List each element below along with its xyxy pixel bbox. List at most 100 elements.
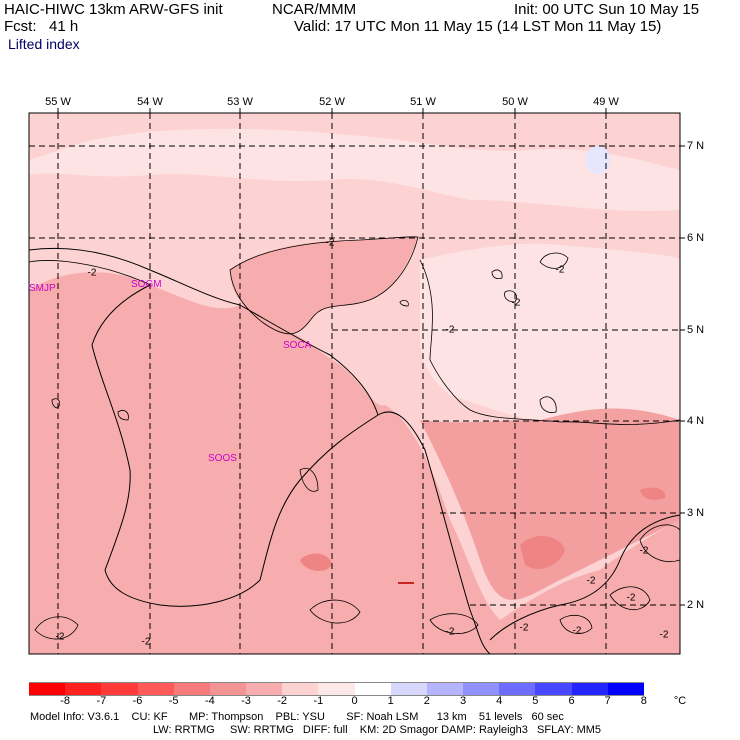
- lat-label-4n: 4 N: [687, 415, 705, 427]
- legend-label: 3: [459, 695, 467, 707]
- eastern-land: [420, 408, 680, 600]
- legend-label: 1: [387, 695, 394, 707]
- lon-label-50w: 50 W: [502, 96, 528, 108]
- legend-swatch: [354, 682, 392, 696]
- legend-label: 2: [423, 695, 430, 707]
- contour-nw-inland: [229, 236, 419, 335]
- legend-label: -2: [277, 695, 288, 707]
- legend-swatch: [390, 682, 428, 696]
- legend-label: -6: [132, 695, 143, 707]
- contour-label: -2: [519, 622, 529, 634]
- contour-label: -2: [626, 592, 636, 604]
- legend-label: 0: [351, 695, 358, 707]
- lat-label-7n: 7 N: [687, 140, 705, 152]
- org-label: NCAR/MMM: [272, 1, 357, 18]
- dark-patch-2: [300, 553, 332, 572]
- contour-label: -2: [55, 631, 65, 643]
- eastern-light-area: [420, 243, 680, 425]
- legend-swatch: [426, 682, 464, 696]
- contour-ring-11: [639, 524, 680, 562]
- legend-label: 4: [496, 695, 503, 707]
- contour-ring-9: [34, 616, 79, 640]
- tick-marks: [57, 108, 685, 606]
- legend-swatch: [463, 682, 500, 696]
- legend-swatch: [173, 682, 211, 696]
- dark-patch-1: [520, 535, 565, 570]
- contour-ring-3: [504, 290, 517, 303]
- contour-label: -2: [555, 264, 565, 276]
- contour-lines: [29, 236, 680, 640]
- legend-swatch: [246, 682, 283, 696]
- map-fields: [29, 113, 680, 654]
- legend-label: -8: [60, 695, 71, 707]
- contour-ring-10: [609, 586, 651, 610]
- lat-label-2n: 2 N: [687, 599, 705, 611]
- legend-label: -4: [204, 695, 215, 707]
- field-name: Lifted index: [8, 36, 80, 52]
- contour-ring-4: [399, 299, 409, 307]
- legend-label: 6: [568, 695, 575, 707]
- contour-label: -2: [639, 545, 649, 557]
- legend-swatch: [499, 682, 536, 696]
- legend-swatch: [101, 682, 138, 696]
- lat-label-6n: 6 N: [687, 232, 705, 244]
- legend-swatch: [209, 682, 247, 696]
- forecast-hour: Fcst: 41 h: [4, 18, 79, 35]
- legend-label: 7: [604, 695, 611, 707]
- contour-ring-13: [429, 613, 479, 634]
- lon-label-55w: 55 W: [45, 96, 71, 108]
- contour-label: -2: [445, 626, 455, 638]
- legend-label: 8: [640, 695, 647, 707]
- lon-label-51w: 51 W: [410, 96, 436, 108]
- legend-swatch: [29, 682, 66, 696]
- lon-label-53w: 53 W: [227, 96, 253, 108]
- valid-time: Valid: 17 UTC Mon 11 May 15 (14 LST Mon …: [294, 18, 662, 35]
- legend-swatch: [607, 682, 645, 696]
- lon-label-49w: 49 W: [593, 96, 619, 108]
- contour-east-boundary: [419, 259, 680, 425]
- dark-patch-3: [640, 487, 666, 500]
- legend-label: -3: [241, 695, 251, 707]
- contour-label: -2: [572, 625, 582, 637]
- contour-ring-14: [559, 614, 593, 634]
- legend-swatch: [65, 682, 102, 696]
- contour-ring-6: [117, 410, 129, 421]
- model-info-line2: LW: RRTMG SW: RRTMG DIFF: full KM: 2D Sm…: [153, 724, 602, 736]
- contour-nw-coast: [29, 260, 151, 286]
- legend-label: -1: [313, 695, 324, 707]
- country-borders: [91, 284, 491, 654]
- lat-label-5n: 5 N: [687, 324, 705, 336]
- legend-label: 5: [532, 695, 539, 707]
- legend-swatch: [535, 682, 572, 696]
- station-soca: SOCA: [283, 340, 312, 351]
- contour-ring-1: [539, 252, 569, 269]
- model-info-line1: Model Info: V3.6.1 CU: KF MP: Thompson P…: [30, 711, 564, 723]
- contour-label: -2: [325, 237, 335, 249]
- legend-unit: °C: [673, 695, 687, 707]
- legend-swatch: [137, 682, 175, 696]
- legend-swatch: [318, 682, 355, 696]
- land-area: [29, 272, 680, 654]
- map-frame: [28, 112, 681, 655]
- contour-label: -2: [87, 267, 97, 279]
- contour-label: -2: [586, 575, 596, 587]
- legend-label: -7: [96, 695, 107, 707]
- legend-swatch: [571, 682, 609, 696]
- station-smjp: SMJP: [29, 283, 56, 294]
- blue-spot: [586, 146, 610, 174]
- contour-ring-8: [299, 468, 319, 492]
- station-sogm: SOGM: [131, 279, 162, 290]
- legend-swatch: [282, 682, 319, 696]
- lat-label-3n: 3 N: [687, 507, 705, 519]
- contour-label: -2: [141, 636, 151, 648]
- contour-ring-5: [539, 396, 557, 413]
- contour-label: -2: [511, 297, 521, 309]
- graticule: [29, 113, 680, 654]
- lon-label-52w: 52 W: [319, 96, 345, 108]
- northern-pink-strip: [29, 113, 680, 170]
- contour-label: -2: [659, 629, 669, 641]
- lon-label-54w: 54 W: [137, 96, 163, 108]
- dark-patch-4: [398, 582, 414, 584]
- legend-label: -5: [168, 695, 179, 707]
